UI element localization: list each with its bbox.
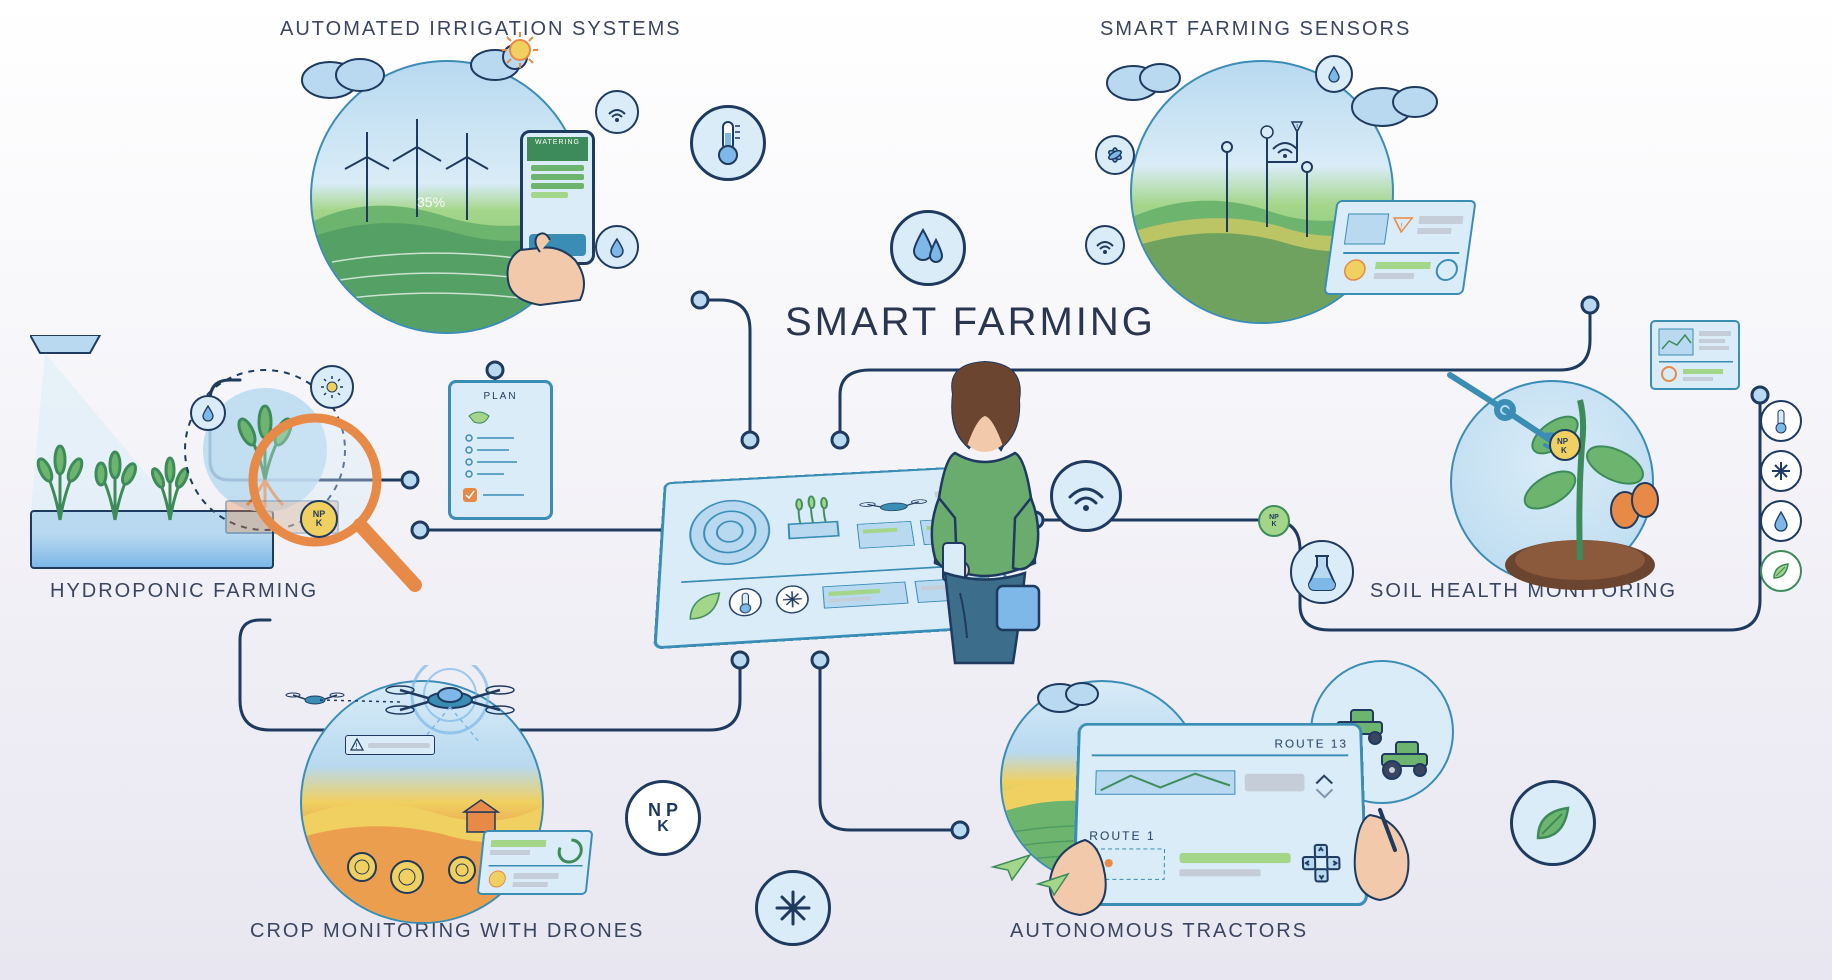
drone-data-card	[477, 830, 594, 895]
phone-header: WATERING	[527, 137, 588, 161]
infographic-canvas: { "layout": { "width": 1832, "height": 9…	[0, 0, 1832, 980]
svg-text:!: !	[1296, 123, 1298, 132]
leaf-icon	[1760, 550, 1802, 592]
droplet-badge-icon	[595, 225, 639, 269]
soil-icon-column	[1760, 400, 1802, 592]
route-2: ROUTE 1	[1089, 829, 1351, 843]
paper-plane-icon	[1035, 870, 1073, 900]
magnifier-icon	[245, 410, 425, 600]
sunrays-icon	[755, 870, 831, 946]
hand-icon	[490, 230, 610, 320]
svg-text:NP: NP	[1557, 437, 1569, 446]
thermometer-icon	[690, 105, 766, 181]
drone-dotted-link	[315, 690, 405, 720]
sensors-panel: !	[1323, 200, 1476, 295]
cloud-icon	[1095, 50, 1195, 105]
droplet-badge-icon	[190, 395, 226, 431]
wifi-icon	[1270, 135, 1300, 159]
connector-dot	[832, 432, 848, 448]
fan-icon	[1095, 135, 1135, 175]
connector-dot	[952, 822, 968, 838]
farmer-figure	[905, 358, 1065, 668]
wifi-icon	[1050, 460, 1122, 532]
svg-text:K: K	[1561, 446, 1567, 455]
droplet-badge-icon	[1315, 55, 1353, 93]
connector-dot	[742, 432, 758, 448]
svg-text:35%: 35%	[417, 194, 445, 210]
cloud-icon	[1030, 670, 1110, 715]
connector-dot	[812, 652, 828, 668]
sun-icon	[500, 30, 540, 70]
droplet-icon	[1760, 500, 1802, 542]
connector-line	[700, 300, 750, 440]
cloud-icon	[290, 45, 410, 100]
sunrays-icon	[1760, 450, 1802, 492]
plan-tablet: PLAN	[448, 380, 553, 520]
hands-icon	[1340, 800, 1440, 920]
sensors-label: SMART FARMING SENSORS	[1100, 18, 1411, 41]
main-title: SMART FARMING	[785, 300, 1156, 345]
wifi-badge-icon	[1085, 225, 1125, 265]
sun-badge-icon	[310, 365, 354, 409]
route-1: ROUTE 13	[1092, 737, 1348, 750]
connector-dot	[1582, 297, 1598, 313]
soil-mini-panel	[1650, 320, 1740, 390]
paper-plane-icon	[990, 850, 1035, 885]
drones-label: CROP MONITORING WITH DRONES	[250, 920, 644, 943]
leaf-icon	[1510, 780, 1596, 866]
plan-title: PLAN	[459, 391, 542, 402]
flask-icon	[1290, 540, 1354, 604]
cloud-icon	[1340, 70, 1450, 130]
wifi-badge-icon	[595, 90, 639, 134]
npk-badge-icon: NPK	[1258, 505, 1290, 537]
connector-dot	[487, 362, 503, 378]
connector-dot	[692, 292, 708, 308]
connector-line	[820, 660, 960, 830]
connector-dot	[732, 652, 748, 668]
drone-alert-bar: !	[345, 735, 435, 755]
npk-icon: N PK	[625, 780, 701, 856]
svg-text:!: !	[356, 742, 358, 751]
thermometer-icon	[1760, 400, 1802, 442]
droplet-icon	[890, 210, 966, 286]
npk-badge-icon: NPK	[300, 500, 338, 538]
